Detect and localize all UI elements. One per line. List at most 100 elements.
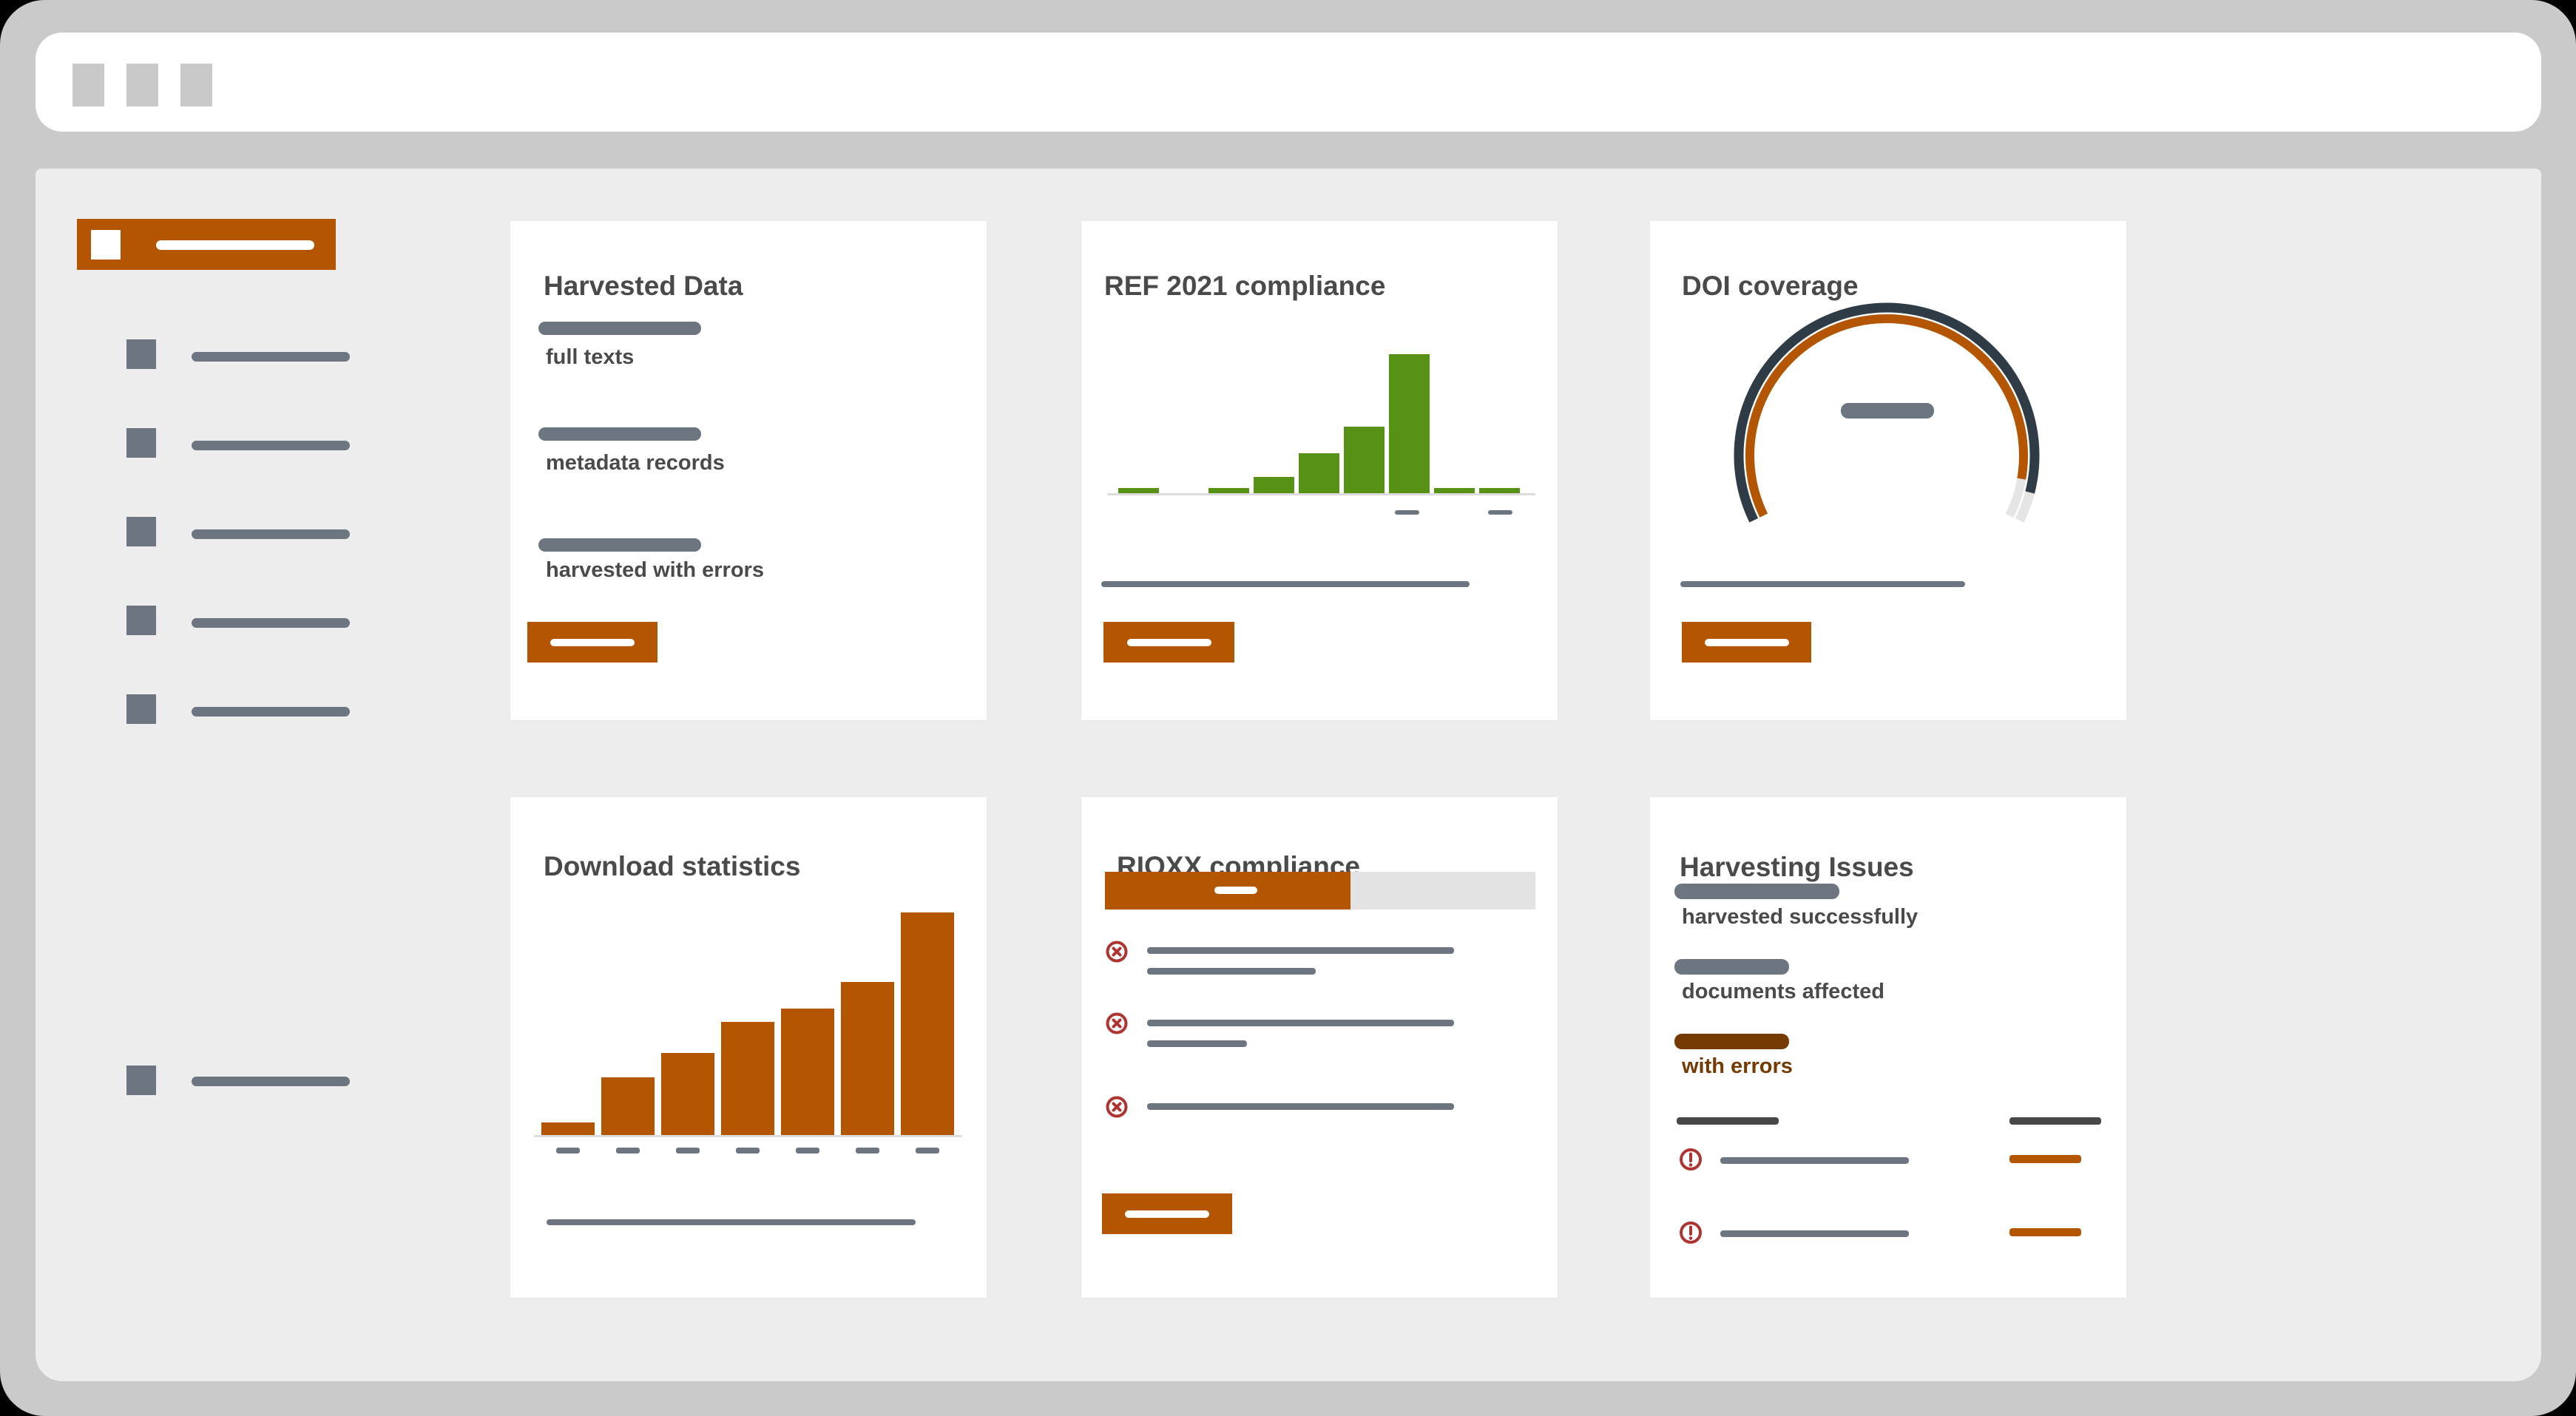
sidebar-item-label-placeholder — [192, 1077, 350, 1086]
card-action-button[interactable] — [527, 622, 657, 663]
stat-value-placeholder — [538, 538, 701, 552]
sidebar-item[interactable] — [77, 332, 350, 369]
card-harvested-data: Harvested Data full texts metadata recor… — [510, 221, 987, 720]
sidebar-item-label-placeholder — [156, 240, 314, 250]
stat-label: harvested successfully — [1682, 905, 1919, 929]
x-axis-line — [534, 1135, 962, 1137]
sidebar-item-label-placeholder — [192, 707, 350, 717]
bar — [1479, 488, 1520, 494]
stat-value-placeholder-errors — [1674, 1034, 1789, 1049]
progress-label-placeholder — [1214, 887, 1257, 894]
card-title: Harvesting Issues — [1680, 851, 1914, 882]
error-text-placeholder — [1147, 1020, 1454, 1026]
bar — [1389, 354, 1430, 494]
sidebar-item-icon — [126, 694, 156, 724]
card-ref-compliance: REF 2021 compliance — [1081, 221, 1558, 720]
sidebar-item-icon — [126, 339, 156, 369]
bar — [781, 1009, 834, 1136]
sidebar-item-icon — [126, 606, 156, 635]
button-label-placeholder — [1125, 1210, 1209, 1218]
window-control-icon[interactable] — [72, 64, 104, 106]
sidebar-item-icon — [91, 230, 121, 260]
card-action-button[interactable] — [1102, 1193, 1232, 1234]
sidebar-item-label-placeholder — [192, 529, 350, 539]
error-cross-icon — [1106, 941, 1128, 963]
sidebar-item[interactable] — [77, 509, 350, 546]
card-harvesting-issues: Harvesting Issues harvested successfully… — [1650, 797, 2126, 1298]
x-axis-line — [1107, 493, 1535, 495]
tick-label-placeholder — [556, 1148, 580, 1154]
card-action-button[interactable] — [1103, 622, 1234, 663]
bar — [841, 982, 894, 1136]
axis-caption-placeholder — [547, 1219, 916, 1225]
warning-icon — [1680, 1222, 1702, 1244]
tick-label-placeholder — [856, 1148, 879, 1154]
stat-label: documents affected — [1682, 980, 1884, 1003]
card-download-statistics: Download statistics — [510, 797, 987, 1298]
bar — [1118, 488, 1159, 494]
tick-label-placeholder — [796, 1148, 819, 1154]
card-rioxx-compliance: RIOXX compliance — [1081, 797, 1558, 1298]
sidebar-item-icon — [126, 517, 156, 546]
window-control-icon[interactable] — [180, 64, 212, 106]
gauge-value-placeholder — [1841, 403, 1934, 419]
stat-label: metadata records — [546, 451, 725, 475]
bar — [901, 912, 954, 1136]
issue-text-placeholder — [1720, 1157, 1909, 1164]
tick-label-placeholder — [616, 1148, 640, 1154]
sidebar-item[interactable] — [77, 598, 350, 635]
button-label-placeholder — [550, 638, 635, 646]
issue-count-placeholder — [2009, 1228, 2081, 1236]
caption-placeholder — [1680, 581, 1965, 587]
sidebar-item-icon — [126, 428, 156, 458]
card-title: Download statistics — [544, 850, 801, 881]
progress-fill — [1105, 872, 1350, 909]
sidebar-item-label-placeholder — [192, 352, 350, 362]
tick-label-placeholder — [1488, 510, 1512, 515]
stat-label-errors: with errors — [1682, 1054, 1793, 1078]
ref-compliance-histogram — [1118, 354, 1520, 494]
sidebar-item-label-placeholder — [192, 441, 350, 450]
error-text-placeholder — [1147, 1103, 1454, 1110]
stat-value-placeholder — [1674, 959, 1789, 975]
bar — [1254, 477, 1294, 494]
card-title: Harvested Data — [544, 270, 743, 301]
sidebar-item-label-placeholder — [192, 618, 350, 628]
button-label-placeholder — [1704, 638, 1789, 646]
issue-count-placeholder — [2009, 1155, 2081, 1163]
tick-label-placeholder — [676, 1148, 700, 1154]
issue-text-placeholder — [1720, 1230, 1909, 1237]
doi-coverage-gauge — [1734, 302, 2040, 609]
window-control-icon[interactable] — [126, 64, 158, 106]
sidebar-item-active[interactable] — [77, 219, 336, 270]
stat-value-placeholder — [538, 427, 701, 441]
error-cross-icon — [1106, 1096, 1128, 1118]
sidebar-item[interactable] — [77, 687, 350, 724]
error-cross-icon — [1106, 1012, 1128, 1034]
dashboard-panel: Harvested Data full texts metadata recor… — [36, 169, 2541, 1381]
axis-caption-placeholder — [1101, 581, 1470, 587]
bar — [1208, 488, 1249, 494]
sidebar-item-bottom[interactable] — [77, 1058, 350, 1095]
table-header-placeholder — [2009, 1117, 2101, 1125]
bar — [1344, 427, 1385, 494]
stat-label: harvested with errors — [546, 558, 764, 582]
sidebar-item[interactable] — [77, 421, 350, 458]
bar — [661, 1053, 714, 1136]
bar — [601, 1077, 655, 1136]
bar — [1434, 488, 1475, 494]
window-titlebar — [36, 33, 2541, 132]
card-title: DOI coverage — [1682, 270, 1859, 301]
rioxx-progress-bar — [1105, 872, 1535, 909]
button-label-placeholder — [1126, 638, 1211, 646]
tick-label-placeholder — [1395, 510, 1419, 515]
error-text-placeholder — [1147, 1040, 1247, 1047]
stat-value-placeholder — [538, 322, 701, 335]
card-title: REF 2021 compliance — [1104, 270, 1386, 301]
error-text-placeholder — [1147, 968, 1316, 975]
bar — [541, 1122, 595, 1136]
sidebar-item-icon — [126, 1066, 156, 1095]
card-action-button[interactable] — [1682, 622, 1811, 663]
bar — [1299, 453, 1339, 494]
bar — [721, 1022, 774, 1136]
